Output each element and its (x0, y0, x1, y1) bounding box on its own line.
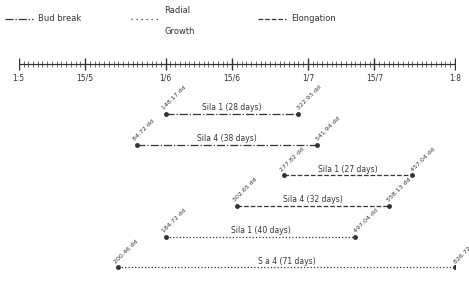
Text: Sila 4 (32 days): Sila 4 (32 days) (283, 195, 342, 204)
Text: 277.82 dd: 277.82 dd (280, 146, 305, 173)
Text: Sila 1 (28 days): Sila 1 (28 days) (202, 103, 262, 112)
Text: 1:8: 1:8 (449, 74, 461, 83)
Text: 15/5: 15/5 (76, 74, 94, 83)
Text: Growth: Growth (164, 27, 195, 36)
Text: 302.65 dd: 302.65 dd (232, 177, 258, 203)
Text: 200.46 dd: 200.46 dd (113, 238, 139, 264)
Text: Bud break: Bud break (38, 14, 81, 23)
Text: 84.72 dd: 84.72 dd (132, 119, 156, 142)
Text: 322.93 dd: 322.93 dd (296, 85, 323, 111)
Text: Sila 1 (27 days): Sila 1 (27 days) (318, 164, 378, 174)
Text: 184.72 dd: 184.72 dd (161, 208, 187, 234)
Text: 457.04 dd: 457.04 dd (410, 146, 436, 173)
Text: Sila 1 (40 days): Sila 1 (40 days) (231, 226, 290, 235)
Text: 826.72 dd: 826.72 dd (453, 238, 469, 264)
Text: Radial: Radial (164, 6, 190, 15)
Text: 1/7: 1/7 (302, 74, 314, 83)
Text: S a 4 (71 days): S a 4 (71 days) (258, 257, 316, 266)
Text: Elongation: Elongation (291, 14, 335, 23)
Text: 497.04 dd: 497.04 dd (353, 208, 379, 234)
Text: 1/6: 1/6 (159, 74, 172, 83)
Text: Sila 4 (38 days): Sila 4 (38 days) (197, 134, 257, 143)
Text: 15/7: 15/7 (366, 74, 383, 83)
Text: 148.17 dd: 148.17 dd (161, 85, 187, 111)
Text: 15/6: 15/6 (224, 74, 241, 83)
Text: 541.94 dd: 541.94 dd (315, 116, 341, 142)
Text: 1:5: 1:5 (13, 74, 25, 83)
Text: 558.13 dd: 558.13 dd (386, 177, 412, 203)
